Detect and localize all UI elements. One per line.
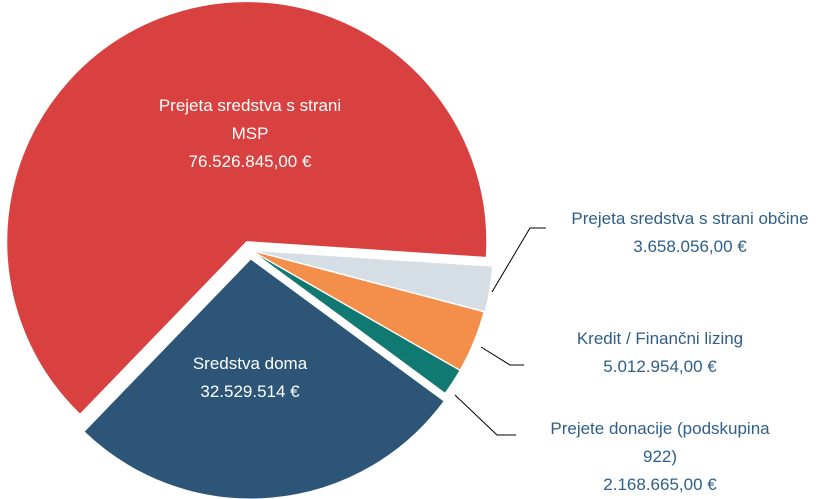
category-label: Prejete donacije (podskupina 922) — [550, 419, 770, 466]
data-label: Prejeta sredstva s strani občine 3.658.05… — [560, 205, 818, 261]
data-label: Prejete donacije (podskupina 922) 2.168.6… — [545, 415, 775, 499]
value-label: 32.529.514 € — [200, 382, 300, 401]
value-label: 2.168.665,00 € — [603, 475, 717, 494]
category-label: Prejeta sredstva s strani MSP — [158, 96, 342, 143]
pie-slice — [6, 1, 488, 415]
pie-slice — [83, 258, 445, 499]
data-label: Sredstva doma 32.529.514 € — [150, 350, 350, 406]
leader-line — [491, 227, 546, 293]
category-label: Kredit / Finančni lizing — [576, 329, 744, 348]
data-label: Kredit / Finančni lizing 5.012.954,00 € — [540, 325, 780, 381]
pie-slice — [251, 250, 461, 394]
value-label: 76.526.845,00 € — [188, 152, 312, 171]
value-label: 5.012.954,00 € — [603, 357, 717, 376]
category-label: Prejeta sredstva s strani občine — [571, 209, 809, 228]
category-label: Sredstva doma — [192, 354, 308, 373]
value-label: 3.658.056,00 € — [633, 237, 747, 256]
leader-line — [480, 346, 524, 366]
pie-slice — [252, 249, 493, 313]
data-label: Prejeta sredstva s strani MSP 76.526.845,… — [150, 92, 350, 176]
leader-line — [454, 394, 516, 436]
